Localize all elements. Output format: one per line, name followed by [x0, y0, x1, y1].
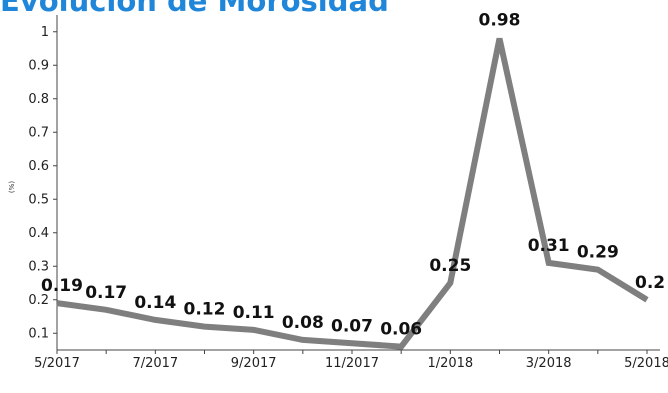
data-labels: 0.19 0.17 0.14 0.12 0.11 0.08 0.07 0.06 0.25 0.98…	[41, 10, 665, 339]
data-label: 0.2	[635, 273, 665, 293]
data-label: 0.08	[282, 313, 324, 333]
chart-title: Evolución de Morosidad	[0, 0, 389, 18]
data-label: 0.06	[380, 320, 422, 340]
y-axis: 0.1 0.2 0.3 0.4 0.5 0.6 0.7 0.8 0.9 1 (%)	[8, 15, 58, 350]
data-label: 0.19	[41, 276, 83, 296]
y-axis-label: (%)	[8, 181, 16, 193]
data-label: 0.98	[479, 10, 521, 30]
y-tick-label: 0.4	[28, 226, 49, 241]
y-tick-label: 0.8	[28, 92, 49, 107]
data-label: 0.17	[85, 283, 127, 303]
y-tick-label: 0.7	[28, 125, 49, 140]
y-tick-label: 0.1	[28, 326, 49, 341]
x-tick-label: 5/2018	[624, 356, 668, 371]
y-tick-label: 0.6	[28, 159, 49, 174]
x-tick-label: 5/2017	[34, 356, 80, 371]
data-label: 0.12	[184, 300, 226, 320]
series-line	[56, 37, 649, 350]
x-tick-label: 3/2018	[526, 356, 572, 371]
x-tick-label: 11/2017	[325, 356, 379, 371]
y-tick-label: 1	[41, 25, 49, 40]
series-line-path	[56, 37, 649, 350]
x-tick-label: 9/2017	[231, 356, 277, 371]
data-label: 0.25	[429, 256, 471, 276]
data-label: 0.11	[233, 303, 275, 323]
y-tick-label: 0.9	[28, 58, 49, 73]
y-tick-label: 0.5	[28, 192, 49, 207]
y-tick-label: 0.2	[28, 293, 49, 308]
data-label: 0.14	[134, 293, 176, 313]
x-axis: 5/2017 7/2017 9/2017 11/2017 1/2018 3/2018 5/2…	[34, 349, 668, 371]
data-label: 0.07	[331, 316, 373, 336]
data-label: 0.29	[577, 243, 619, 263]
data-label: 0.31	[528, 236, 570, 256]
y-tick-label: 0.3	[28, 259, 49, 274]
x-tick-label: 7/2017	[132, 356, 178, 371]
x-tick-label: 1/2018	[427, 356, 473, 371]
